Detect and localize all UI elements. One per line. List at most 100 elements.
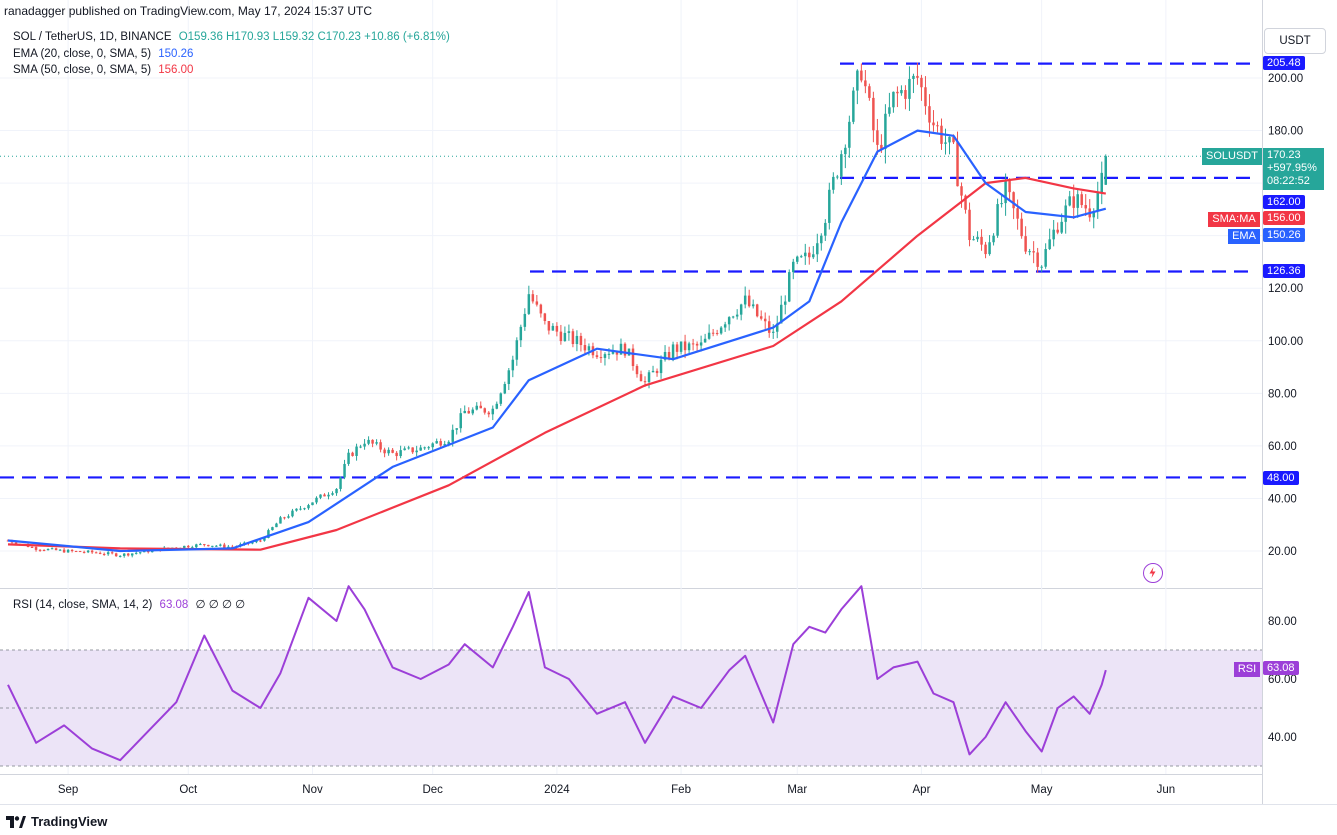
- candle-body[interactable]: [439, 441, 442, 446]
- candle-body[interactable]: [924, 87, 927, 107]
- candle-body[interactable]: [908, 78, 911, 99]
- candle-body[interactable]: [607, 353, 611, 355]
- candle-body[interactable]: [14, 542, 18, 545]
- candle-body[interactable]: [964, 195, 967, 210]
- candle-body[interactable]: [715, 332, 719, 334]
- candle-body[interactable]: [219, 544, 222, 546]
- candle-body[interactable]: [70, 549, 74, 552]
- candle-body[interactable]: [635, 366, 639, 375]
- candle-body[interactable]: [183, 545, 186, 548]
- candle-body[interactable]: [1072, 196, 1075, 208]
- candle-body[interactable]: [631, 348, 635, 367]
- candle-body[interactable]: [1036, 252, 1039, 267]
- candle-body[interactable]: [427, 447, 430, 449]
- candle-body[interactable]: [327, 494, 330, 497]
- candle-body[interactable]: [739, 304, 743, 315]
- candle-body[interactable]: [719, 327, 723, 334]
- candle-body[interactable]: [547, 321, 551, 331]
- candle-body[interactable]: [952, 136, 955, 143]
- candle-body[interactable]: [351, 452, 354, 456]
- ema-name-tag[interactable]: EMA: [1228, 229, 1260, 244]
- candle-body[interactable]: [283, 517, 286, 519]
- candle-body[interactable]: [860, 70, 863, 81]
- symbol-price-label[interactable]: SOLUSDT: [1202, 148, 1262, 165]
- lightning-icon[interactable]: [1143, 563, 1163, 583]
- candle-body[interactable]: [487, 412, 491, 415]
- candle-body[interactable]: [1060, 221, 1063, 233]
- candle-body[interactable]: [403, 448, 406, 451]
- candle-body[interactable]: [279, 517, 282, 524]
- candle-body[interactable]: [1100, 172, 1103, 193]
- candle-body[interactable]: [491, 408, 495, 415]
- candle-body[interactable]: [675, 344, 679, 352]
- candle-body[interactable]: [579, 335, 583, 346]
- candle-body[interactable]: [699, 342, 703, 346]
- candle-body[interactable]: [287, 516, 290, 518]
- ema-value-tag[interactable]: 150.26: [1263, 228, 1305, 242]
- candle-body[interactable]: [138, 552, 142, 554]
- candle-body[interactable]: [968, 209, 971, 240]
- candle-body[interactable]: [679, 341, 683, 352]
- candle-body[interactable]: [227, 546, 230, 548]
- candle-body[interactable]: [323, 494, 326, 497]
- candle-body[interactable]: [267, 530, 270, 538]
- candle-body[interactable]: [707, 332, 711, 339]
- candle-body[interactable]: [1012, 192, 1015, 209]
- candle-body[interactable]: [82, 551, 86, 553]
- candle-body[interactable]: [852, 90, 855, 122]
- candle-body[interactable]: [359, 446, 362, 448]
- candle-body[interactable]: [331, 493, 334, 495]
- candle-body[interactable]: [483, 408, 487, 413]
- candle-body[interactable]: [900, 90, 903, 94]
- candle-body[interactable]: [687, 343, 691, 351]
- candle-body[interactable]: [928, 106, 931, 123]
- candle-body[interactable]: [1016, 208, 1019, 219]
- candle-body[interactable]: [796, 256, 799, 262]
- level-tag-48[interactable]: 48.00: [1263, 471, 1299, 485]
- candle-body[interactable]: [499, 393, 503, 404]
- candle-body[interactable]: [747, 295, 751, 307]
- candle-body[interactable]: [944, 142, 947, 144]
- candle-body[interactable]: [1080, 194, 1083, 206]
- candle-body[interactable]: [567, 331, 571, 333]
- sma50-line[interactable]: [7, 176, 1106, 551]
- candle-body[interactable]: [727, 317, 731, 325]
- candle-body[interactable]: [643, 381, 647, 383]
- candle-body[interactable]: [751, 304, 755, 307]
- candle-body[interactable]: [1064, 205, 1067, 222]
- candle-body[interactable]: [583, 345, 587, 351]
- candle-body[interactable]: [703, 338, 707, 343]
- candle-body[interactable]: [114, 553, 118, 557]
- candle-body[interactable]: [54, 548, 58, 551]
- candle-body[interactable]: [587, 346, 591, 351]
- candle-body[interactable]: [603, 354, 607, 358]
- candle-body[interactable]: [771, 331, 775, 333]
- candle-body[interactable]: [779, 304, 783, 324]
- candle-body[interactable]: [884, 113, 887, 149]
- candle-body[interactable]: [90, 550, 94, 553]
- candle-body[interactable]: [1040, 266, 1043, 268]
- candle-body[interactable]: [555, 325, 559, 332]
- candle-body[interactable]: [932, 122, 935, 126]
- candle-body[interactable]: [423, 447, 426, 449]
- level-tag-162[interactable]: 162.00: [1263, 195, 1305, 209]
- candle-body[interactable]: [102, 553, 106, 555]
- candle-body[interactable]: [1024, 236, 1027, 252]
- candle-body[interactable]: [888, 107, 891, 114]
- candle-body[interactable]: [275, 523, 278, 528]
- candle-body[interactable]: [996, 204, 999, 236]
- candle-body[interactable]: [527, 294, 531, 314]
- candle-body[interactable]: [367, 439, 370, 444]
- candle-body[interactable]: [411, 447, 414, 453]
- candle-body[interactable]: [611, 351, 615, 354]
- candle-body[interactable]: [134, 552, 138, 554]
- candle-body[interactable]: [820, 235, 823, 244]
- candle-body[interactable]: [551, 325, 555, 331]
- candle-body[interactable]: [375, 442, 378, 444]
- candle-body[interactable]: [812, 254, 815, 258]
- candle-body[interactable]: [856, 70, 859, 91]
- candle-body[interactable]: [503, 384, 507, 394]
- candle-body[interactable]: [231, 546, 234, 548]
- candle-body[interactable]: [956, 142, 959, 187]
